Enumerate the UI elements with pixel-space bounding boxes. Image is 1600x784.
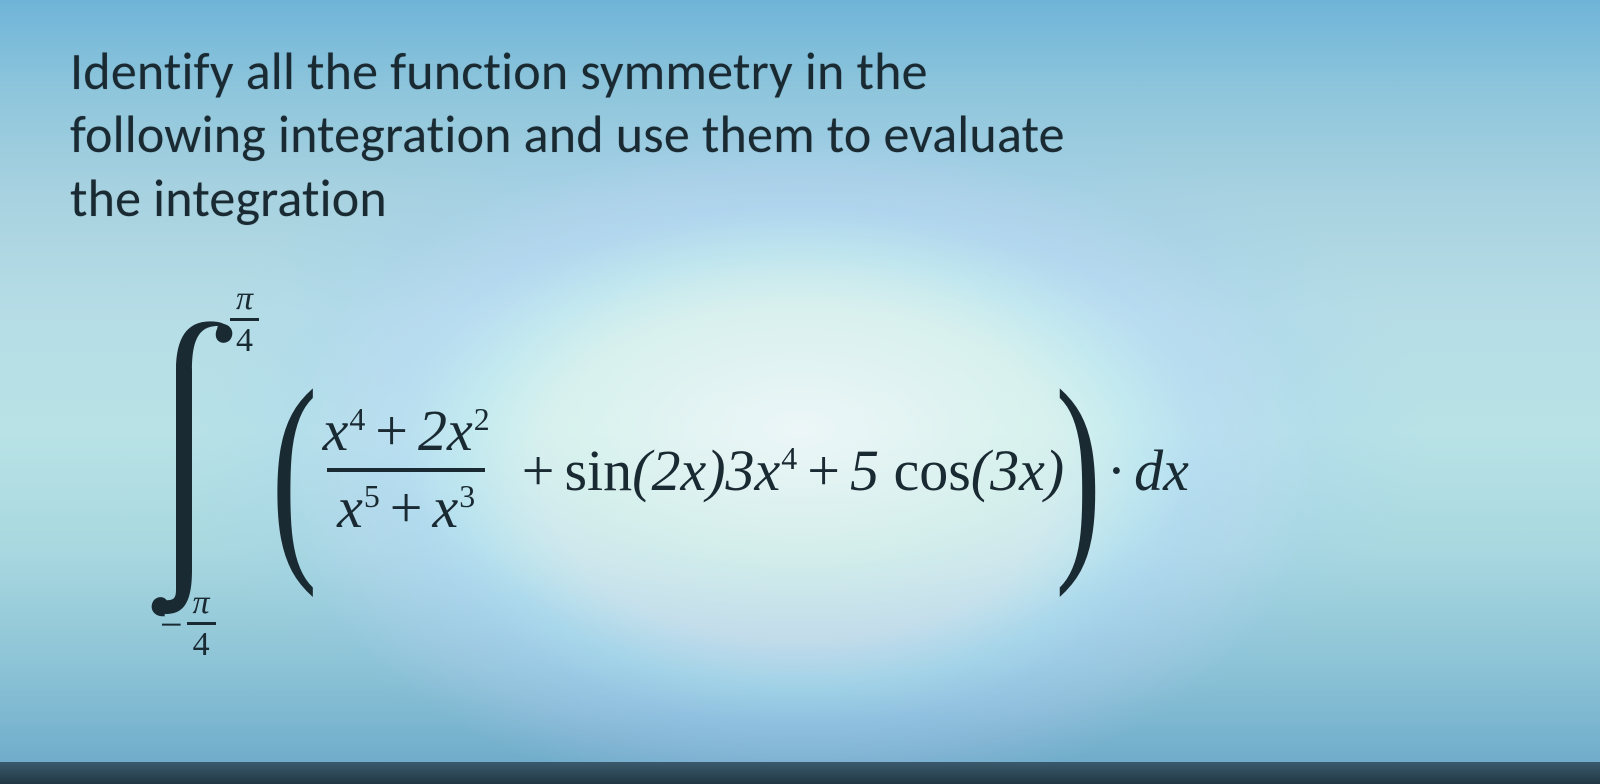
prompt-line-3: the integration [70,166,387,230]
prompt-line-1: Identify all the function symmetry in th… [70,39,928,103]
integrand: x4+2x2 x5+x3 +sin(2x)3x4+5 cos(3x) [309,399,1065,541]
right-paren: ) [1056,367,1102,574]
lower-limit-num: π [189,586,214,622]
rational-term: x4+2x2 x5+x3 [313,399,500,541]
lower-limit: − π 4 [160,586,216,662]
prompt-line-2: following integration and use them to ev… [70,102,1065,166]
lower-limit-den: 4 [187,622,216,662]
question-prompt: Identify all the function symmetry in th… [70,40,1530,230]
left-paren: ( [271,367,317,574]
integral-sign: π 4 − π 4 [150,290,260,650]
bottom-border [0,762,1600,784]
lower-limit-sign: − [160,601,183,648]
middle-terms: +sin(2x)3x4+5 cos(3x) [512,437,1064,504]
math-question-slide: Identify all the function symmetry in th… [0,0,1600,784]
upper-limit-num: π [232,282,257,318]
integral-glyph-icon [150,320,240,620]
frac-numerator: x4+2x2 [313,399,500,464]
frac-denominator: x5+x3 [327,468,485,541]
differential: ·dx [1099,437,1189,504]
integral-expression: π 4 − π 4 ( x4+2x2 [150,290,1530,650]
